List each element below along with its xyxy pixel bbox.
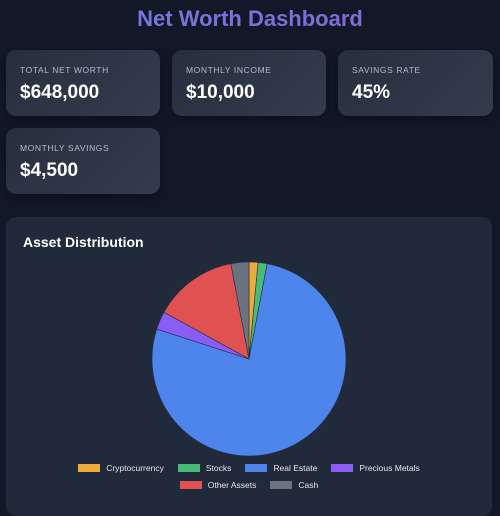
total-net-worth-card: Total Net Worth $648,000 <box>6 50 160 116</box>
pie-slice-other-assets[interactable] <box>163 263 250 360</box>
legend-item-cryptocurrency[interactable]: Cryptocurrency <box>78 463 164 473</box>
legend-label: Cash <box>298 480 319 490</box>
pie-slice-cash[interactable] <box>230 261 250 360</box>
chart-title: Asset Distribution <box>23 234 144 250</box>
pie-slice-real-estate[interactable] <box>151 263 347 457</box>
legend-item-real-estate[interactable]: Real Estate <box>245 463 317 473</box>
page-title: Net Worth Dashboard <box>0 6 500 32</box>
card-label: Savings Rate <box>352 65 421 75</box>
legend-label: Stocks <box>205 463 232 473</box>
legend-item-cash[interactable]: Cash <box>270 480 318 490</box>
chart-legend: Cryptocurrency Stocks Real Estate Precious … <box>6 463 492 490</box>
legend-item-stocks[interactable]: Stocks <box>177 463 232 473</box>
asset-pie-chart <box>151 261 347 457</box>
monthly-savings-card: Monthly Savings $4,500 <box>6 128 160 194</box>
legend-label: Cryptocurrency <box>106 463 164 473</box>
card-value: $10,000 <box>186 82 255 103</box>
legend-swatch <box>245 464 268 472</box>
card-value: $648,000 <box>20 82 100 103</box>
legend-swatch <box>78 464 101 472</box>
legend-label: Other Assets <box>207 480 257 490</box>
legend-label: Real Estate <box>273 463 318 473</box>
card-label: Total Net Worth <box>20 65 109 75</box>
card-value: 45% <box>352 82 391 103</box>
legend-swatch <box>179 481 202 489</box>
legend-item-precious-metals[interactable]: Precious Metals <box>331 463 420 473</box>
savings-rate-card: Savings Rate 45% <box>338 50 493 116</box>
legend-swatch <box>331 464 354 472</box>
legend-item-other-assets[interactable]: Other Assets <box>179 480 257 490</box>
legend-label: Precious Metals <box>359 463 420 473</box>
legend-swatch <box>270 481 293 489</box>
card-label: Monthly Income <box>186 65 272 75</box>
card-value: $4,500 <box>20 160 79 181</box>
monthly-income-card: Monthly Income $10,000 <box>172 50 326 116</box>
card-label: Monthly Savings <box>20 143 110 153</box>
legend-swatch <box>177 464 200 472</box>
asset-distribution-panel: Asset Distribution Cryptocurrency Stocks R… <box>6 217 492 516</box>
